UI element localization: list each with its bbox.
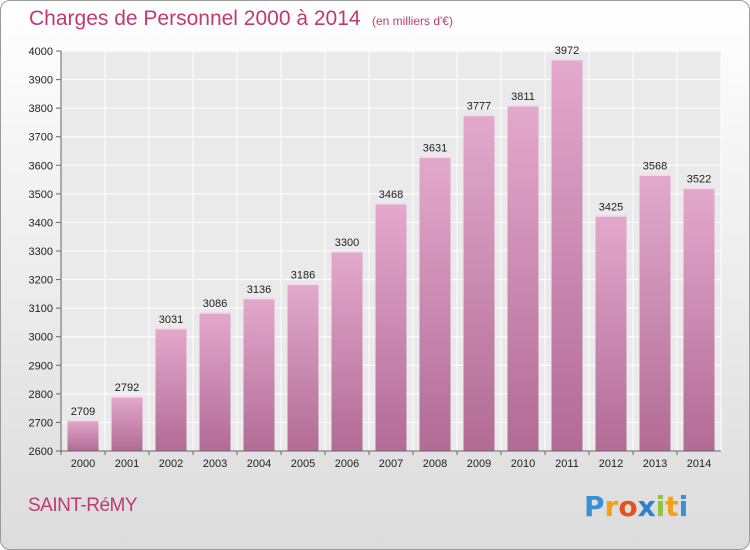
y-tick-label: 3100 xyxy=(29,303,53,315)
bar-highlight xyxy=(199,312,231,314)
data-label: 3425 xyxy=(599,201,623,213)
bar-highlight xyxy=(595,215,627,217)
y-tick-label: 3300 xyxy=(29,246,53,258)
bar xyxy=(551,59,583,451)
bar xyxy=(639,174,671,451)
logo-letter: r xyxy=(604,490,619,523)
y-tick-label: 3200 xyxy=(29,275,53,287)
y-tick-label: 2700 xyxy=(29,417,53,429)
bar xyxy=(507,105,539,451)
logo-letter: i xyxy=(678,490,689,523)
bar xyxy=(683,187,715,452)
x-tick-label: 2007 xyxy=(379,458,403,470)
bar xyxy=(331,251,363,451)
bar-highlight xyxy=(639,174,671,176)
y-tick-label: 3700 xyxy=(29,132,53,144)
data-label: 3186 xyxy=(291,270,315,282)
bar-highlight xyxy=(419,156,451,158)
bar xyxy=(463,114,495,451)
data-labels: 2709 2792 3031 3086 3136 3186 3300 3468 3631 3777… xyxy=(71,45,711,418)
bar-highlight xyxy=(155,327,187,330)
y-tick-label: 2900 xyxy=(29,360,53,372)
chart-subtitle: (en milliers d'€) xyxy=(372,14,453,28)
y-tick-label: 4000 xyxy=(29,46,53,58)
y-tick-label: 3400 xyxy=(29,217,53,229)
x-tick-label: 2000 xyxy=(71,458,95,470)
x-tick-label: 2005 xyxy=(291,458,315,470)
y-tick-label: 2600 xyxy=(29,446,53,458)
bars xyxy=(67,59,715,452)
data-label: 3568 xyxy=(643,160,667,172)
data-label: 3777 xyxy=(467,101,491,113)
axes: 2600 2700 2800 2900 3000 3100 3200 3300 3400 3500… xyxy=(29,46,721,470)
bar xyxy=(155,327,187,451)
x-tick-label: 2010 xyxy=(511,458,535,470)
data-label: 2792 xyxy=(115,382,139,394)
y-tick-label: 3900 xyxy=(29,75,53,87)
bar-highlight xyxy=(683,187,715,190)
bar-highlight xyxy=(463,114,495,117)
x-tick-label: 2014 xyxy=(687,458,711,470)
x-tick-label: 2001 xyxy=(115,458,139,470)
logo-letter: x xyxy=(637,490,656,523)
bar-highlight xyxy=(67,419,99,422)
data-label: 3468 xyxy=(379,189,403,201)
data-label: 3631 xyxy=(423,142,447,154)
x-tick-label: 2004 xyxy=(247,458,271,470)
proxiti-logo: Proxiti xyxy=(584,490,688,523)
data-label: 3031 xyxy=(159,314,183,326)
x-tick-label: 2003 xyxy=(203,458,227,470)
bar-highlight xyxy=(287,283,319,286)
bar xyxy=(111,396,143,451)
bar-highlight xyxy=(243,297,275,300)
bar-highlight xyxy=(507,105,539,107)
bar xyxy=(595,215,627,451)
x-tick-label: 2011 xyxy=(555,458,579,470)
bar-highlight xyxy=(111,396,143,398)
data-label: 3136 xyxy=(247,284,271,296)
y-tick-label: 3600 xyxy=(29,160,53,172)
bar xyxy=(199,312,231,451)
bar xyxy=(419,156,451,451)
y-tick-label: 2800 xyxy=(29,389,53,401)
data-label: 3522 xyxy=(687,174,711,186)
x-tick-label: 2002 xyxy=(159,458,183,470)
data-label: 3300 xyxy=(335,237,359,249)
chart-title: Charges de Personnel 2000 à 2014 xyxy=(29,7,361,30)
bar xyxy=(287,283,319,451)
logo-letter: P xyxy=(584,490,605,523)
y-tick-label: 3500 xyxy=(29,189,53,201)
bar-highlight xyxy=(375,203,407,205)
data-label: 3972 xyxy=(555,45,579,57)
data-label: 3811 xyxy=(511,91,535,103)
x-tick-label: 2012 xyxy=(599,458,623,470)
x-tick-label: 2013 xyxy=(643,458,667,470)
logo-letter: o xyxy=(618,490,638,523)
commune-name: SAINT-RéMY xyxy=(28,495,138,516)
y-tick-label: 3000 xyxy=(29,332,53,344)
x-tick-label: 2008 xyxy=(423,458,447,470)
x-tick-label: 2006 xyxy=(335,458,359,470)
data-label: 3086 xyxy=(203,298,227,310)
bar xyxy=(243,297,275,451)
logo-letter: i xyxy=(655,490,666,523)
bar xyxy=(375,203,407,451)
data-label: 2709 xyxy=(71,406,95,418)
x-tick-label: 2009 xyxy=(467,458,491,470)
logo-letter: t xyxy=(665,490,679,523)
bar-highlight xyxy=(331,251,363,253)
bar-highlight xyxy=(551,59,583,61)
y-tick-label: 3800 xyxy=(29,103,53,115)
bar xyxy=(67,419,99,451)
